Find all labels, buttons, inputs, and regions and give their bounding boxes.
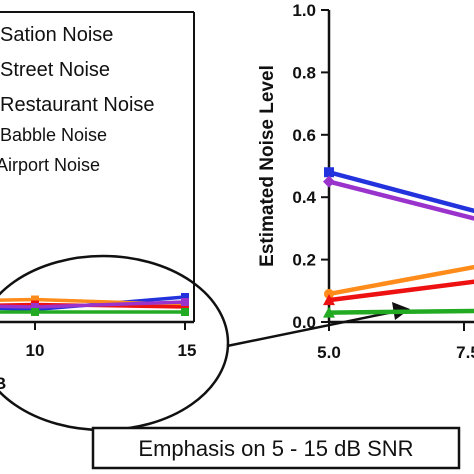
right-y-tick-2: 0.4	[292, 188, 316, 207]
right-y-axis-label: Estimated Noise Level	[257, 65, 278, 267]
right-line-airport-noise	[328, 308, 474, 315]
emphasis-caption-text: Emphasis on 5 - 15 dB SNR	[138, 436, 413, 461]
right-y-tick-5: 1.0	[292, 1, 316, 20]
left-legend: Sation Noise Street Noise Restaurant Noi…	[0, 24, 155, 175]
right-y-ticks: 0.0 0.2 0.4 0.6 0.8 1.0	[292, 1, 329, 332]
left-x-tick-15: 15	[178, 341, 197, 360]
legend-label-street: Street Noise	[0, 59, 110, 81]
emphasis-arrow-line	[226, 309, 399, 348]
right-line-sation-noise	[328, 170, 474, 214]
left-point-airport-noise-1	[31, 308, 39, 316]
legend-label-babble: Babble Noise	[0, 125, 107, 145]
left-point-sation-noise-2	[181, 293, 189, 301]
emphasis-caption-box	[91, 426, 461, 470]
legend-label-sation: Sation Noise	[0, 24, 113, 46]
left-x-tick-10: 10	[26, 341, 45, 360]
right-y-tick-1: 0.2	[292, 251, 316, 270]
left-series-lines	[0, 293, 189, 316]
right-point-babble-noise	[323, 175, 335, 188]
left-panel: Sation Noise Street Noise Restaurant Noi…	[0, 11, 197, 393]
right-point-street-noise	[324, 288, 334, 299]
left-x-label-fragment: B	[0, 374, 6, 393]
left-point-babble-noise-2	[181, 298, 189, 306]
left-point-babble-noise-1	[31, 303, 39, 311]
right-x-tick-5: 5.0	[317, 343, 341, 362]
right-y-tick-0: 0.0	[292, 313, 316, 332]
left-point-airport-noise-2	[181, 308, 189, 316]
right-line-restaurant-noise	[328, 279, 474, 303]
right-y-tick-4: 0.8	[292, 63, 316, 82]
legend-label-airport: Airport Noise	[0, 155, 100, 175]
right-line-babble-noise	[328, 179, 474, 221]
left-point-street-noise-1	[31, 295, 39, 304]
right-y-tick-3: 0.6	[292, 126, 316, 145]
right-series-lines	[323, 167, 474, 318]
right-line-street-noise	[328, 264, 474, 297]
right-x-tick-7-5: 7.5	[456, 343, 474, 362]
right-point-airport-noise	[323, 306, 335, 318]
legend-label-restaurant: Restaurant Noise	[0, 94, 155, 116]
right-panel: 0.0 0.2 0.4 0.6 0.8 1.0 5.0 7.5 Estimated Noi…	[257, 1, 474, 362]
left-point-restaurant-noise-2	[181, 303, 189, 311]
right-point-sation-noise	[324, 167, 334, 178]
right-point-restaurant-noise	[323, 294, 335, 306]
